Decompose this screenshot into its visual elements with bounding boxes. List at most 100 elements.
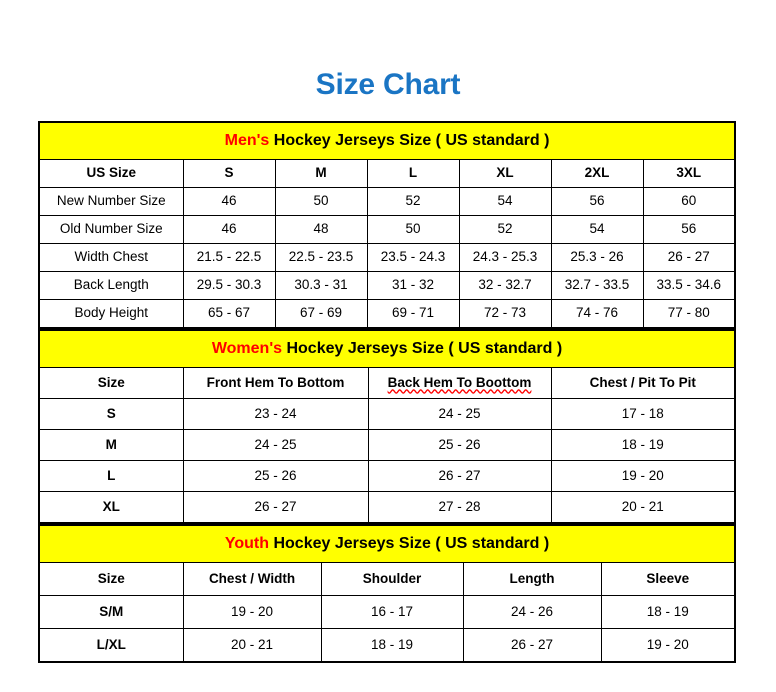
- youth-cell-0-0: 19 - 20: [182, 595, 322, 629]
- mens-col-header-2: M: [274, 159, 368, 188]
- youth-col-header-2: Shoulder: [320, 562, 464, 596]
- table-row: S/M 19 - 20 16 - 17 24 - 26 18 - 19: [38, 595, 736, 629]
- mens-cell-1-3: 52: [458, 215, 552, 244]
- misspelled-header-text: Back Hem To Boottom: [387, 374, 532, 390]
- table-row: Old Number Size 46 48 50 52 54 56: [38, 215, 736, 244]
- youth-row-label-1: L/XL: [38, 628, 184, 663]
- mens-cell-1-5: 56: [642, 215, 736, 244]
- table-row: XL 26 - 27 27 - 28 20 - 21: [38, 491, 736, 524]
- mens-cell-3-3: 32 - 32.7: [458, 271, 552, 300]
- mens-cell-4-0: 65 - 67: [182, 299, 276, 329]
- mens-banner-cell: Men's Hockey Jerseys Size ( US standard …: [37, 121, 737, 160]
- mens-row-label-1: Old Number Size: [38, 215, 184, 244]
- mens-cell-4-3: 72 - 73: [458, 299, 552, 329]
- youth-cell-1-2: 26 - 27: [462, 628, 602, 663]
- mens-column-header-row: US Size S M L XL 2XL 3XL: [38, 159, 736, 188]
- table-row: L 25 - 26 26 - 27 19 - 20: [38, 460, 736, 492]
- youth-col-header-0: Size: [38, 562, 184, 596]
- mens-col-header-4: XL: [458, 159, 552, 188]
- mens-cell-1-2: 50: [366, 215, 460, 244]
- mens-cell-0-4: 56: [550, 187, 644, 216]
- page-title: Size Chart: [315, 68, 461, 101]
- womens-cell-2-0: 25 - 26: [182, 460, 369, 492]
- womens-cell-0-2: 17 - 18: [550, 398, 736, 430]
- mens-col-header-3: L: [366, 159, 460, 188]
- youth-cell-0-2: 24 - 26: [462, 595, 602, 629]
- table-row: L/XL 20 - 21 18 - 19 26 - 27 19 - 20: [38, 628, 736, 663]
- womens-row-label-3: XL: [38, 491, 184, 524]
- youth-cell-0-1: 16 - 17: [320, 595, 464, 629]
- mens-cell-4-1: 67 - 69: [274, 299, 368, 329]
- mens-cell-3-1: 30.3 - 31: [274, 271, 368, 300]
- mens-cell-2-0: 21.5 - 22.5: [182, 243, 276, 272]
- table-row: Back Length 29.5 - 30.3 30.3 - 31 31 - 3…: [38, 271, 736, 300]
- womens-section-banner: Women's Hockey Jerseys Size ( US standar…: [38, 329, 736, 368]
- mens-cell-1-1: 48: [274, 215, 368, 244]
- womens-banner-accent: Women's: [211, 340, 283, 358]
- womens-size-table: Women's Hockey Jerseys Size ( US standar…: [38, 329, 736, 524]
- womens-cell-1-2: 18 - 19: [550, 429, 736, 461]
- womens-cell-1-0: 24 - 25: [182, 429, 369, 461]
- womens-cell-0-1: 24 - 25: [367, 398, 552, 430]
- mens-row-label-4: Body Height: [38, 299, 184, 329]
- table-row: Body Height 65 - 67 67 - 69 69 - 71 72 -…: [38, 299, 736, 329]
- womens-col-header-2: Back Hem To Boottom: [367, 367, 552, 399]
- mens-col-header-0: US Size: [38, 159, 184, 188]
- mens-cell-3-5: 33.5 - 34.6: [642, 271, 736, 300]
- womens-row-label-2: L: [38, 460, 184, 492]
- mens-row-label-2: Width Chest: [38, 243, 184, 272]
- table-row: M 24 - 25 25 - 26 18 - 19: [38, 429, 736, 461]
- table-row: S 23 - 24 24 - 25 17 - 18: [38, 398, 736, 430]
- youth-col-header-4: Sleeve: [600, 562, 736, 596]
- mens-cell-4-5: 77 - 80: [642, 299, 736, 329]
- mens-cell-4-2: 69 - 71: [366, 299, 460, 329]
- youth-cell-1-3: 19 - 20: [600, 628, 736, 663]
- womens-banner-cell: Women's Hockey Jerseys Size ( US standar…: [38, 329, 736, 368]
- youth-cell-0-3: 18 - 19: [600, 595, 736, 629]
- youth-size-table: Youth Hockey Jerseys Size ( US standard …: [37, 524, 737, 663]
- mens-cell-2-3: 24.3 - 25.3: [458, 243, 552, 272]
- womens-cell-3-0: 26 - 27: [182, 491, 369, 524]
- mens-banner-rest: Hockey Jerseys Size ( US standard ): [269, 132, 550, 150]
- table-row: New Number Size 46 50 52 54 56 60: [38, 187, 736, 216]
- mens-banner-accent: Men's: [224, 132, 270, 150]
- womens-cell-1-1: 25 - 26: [367, 429, 552, 461]
- mens-cell-1-0: 46: [182, 215, 276, 244]
- size-chart-tables: Men's Hockey Jerseys Size ( US standard …: [37, 121, 737, 663]
- youth-column-header-row: Size Chest / Width Shoulder Length Sleev…: [38, 562, 736, 596]
- mens-col-header-1: S: [182, 159, 276, 188]
- womens-col-header-3: Chest / Pit To Pit: [550, 367, 736, 399]
- youth-col-header-3: Length: [462, 562, 602, 596]
- table-row: Width Chest 21.5 - 22.5 22.5 - 23.5 23.5…: [38, 243, 736, 272]
- youth-row-label-0: S/M: [38, 595, 184, 629]
- mens-cell-3-0: 29.5 - 30.3: [182, 271, 276, 300]
- mens-cell-0-2: 52: [366, 187, 460, 216]
- youth-col-header-1: Chest / Width: [182, 562, 322, 596]
- womens-banner-rest: Hockey Jerseys Size ( US standard ): [282, 340, 563, 358]
- womens-cell-3-1: 27 - 28: [367, 491, 552, 524]
- youth-cell-1-1: 18 - 19: [320, 628, 464, 663]
- womens-cell-3-2: 20 - 21: [550, 491, 736, 524]
- mens-cell-2-4: 25.3 - 26: [550, 243, 644, 272]
- mens-row-label-0: New Number Size: [38, 187, 184, 216]
- mens-cell-0-0: 46: [182, 187, 276, 216]
- youth-cell-1-0: 20 - 21: [182, 628, 322, 663]
- womens-col-header-0: Size: [38, 367, 184, 399]
- mens-col-header-6: 3XL: [642, 159, 736, 188]
- youth-banner-rest: Hockey Jerseys Size ( US standard ): [269, 535, 550, 553]
- mens-cell-4-4: 74 - 76: [550, 299, 644, 329]
- mens-size-table: Men's Hockey Jerseys Size ( US standard …: [37, 121, 737, 329]
- youth-section-banner: Youth Hockey Jerseys Size ( US standard …: [37, 524, 737, 563]
- mens-cell-3-2: 31 - 32: [366, 271, 460, 300]
- mens-col-header-5: 2XL: [550, 159, 644, 188]
- mens-cell-0-3: 54: [458, 187, 552, 216]
- mens-cell-3-4: 32.7 - 33.5: [550, 271, 644, 300]
- mens-cell-0-5: 60: [642, 187, 736, 216]
- womens-row-label-1: M: [38, 429, 184, 461]
- womens-cell-0-0: 23 - 24: [182, 398, 369, 430]
- youth-banner-cell: Youth Hockey Jerseys Size ( US standard …: [37, 524, 737, 563]
- mens-cell-2-2: 23.5 - 24.3: [366, 243, 460, 272]
- mens-section-banner: Men's Hockey Jerseys Size ( US standard …: [37, 121, 737, 160]
- mens-row-label-3: Back Length: [38, 271, 184, 300]
